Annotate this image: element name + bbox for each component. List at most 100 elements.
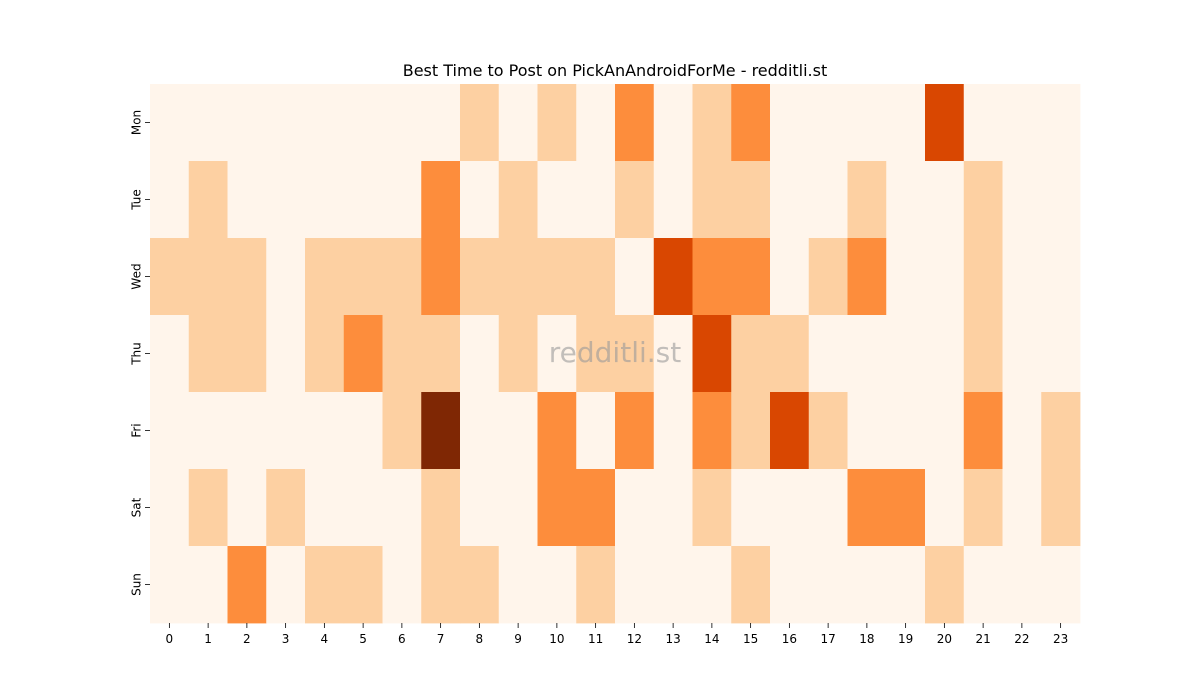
heatmap-cell-sat-4 [305, 469, 345, 547]
heatmap-cell-mon-8 [460, 84, 500, 162]
x-tick-label: 2 [243, 632, 251, 646]
heatmap-cell-fri-16 [770, 392, 810, 470]
heatmap-cell-tue-19 [886, 161, 926, 239]
heatmap-cell-tue-17 [808, 161, 848, 239]
heatmap-cell-sat-23 [1041, 469, 1081, 547]
heatmap-cell-sun-10 [537, 546, 577, 624]
heatmap-cell-wed-4 [305, 238, 345, 316]
heatmap-cell-sun-13 [653, 546, 693, 624]
heatmap-cell-sun-17 [808, 546, 848, 624]
x-tick-label: 4 [321, 632, 329, 646]
heatmap-cell-tue-18 [847, 161, 887, 239]
x-tick-label: 14 [704, 632, 719, 646]
heatmap-cell-mon-22 [1002, 84, 1042, 162]
y-tick-label: Sat [130, 497, 144, 517]
heatmap-cell-sun-3 [266, 546, 306, 624]
heatmap-cell-thu-12 [615, 315, 655, 393]
x-tick-label: 1 [204, 632, 212, 646]
heatmap-cell-tue-0 [150, 161, 190, 239]
heatmap-cell-mon-16 [770, 84, 810, 162]
heatmap-cell-thu-17 [808, 315, 848, 393]
heatmap-cell-wed-21 [963, 238, 1003, 316]
heatmap-cell-thu-10 [537, 315, 577, 393]
heatmap-cell-mon-1 [188, 84, 228, 162]
heatmap-cell-sun-6 [382, 546, 422, 624]
heatmap-cell-sat-1 [188, 469, 228, 547]
heatmap-cell-fri-15 [731, 392, 771, 470]
y-tick-label: Fri [130, 423, 144, 437]
heatmap-cell-mon-15 [731, 84, 771, 162]
heatmap-cell-mon-2 [227, 84, 267, 162]
heatmap-cell-thu-20 [925, 315, 965, 393]
heatmap-cell-mon-5 [343, 84, 383, 162]
heatmap-cell-sun-9 [498, 546, 538, 624]
x-tick-label: 23 [1053, 632, 1068, 646]
heatmap-cell-mon-11 [576, 84, 616, 162]
heatmap-cell-mon-6 [382, 84, 422, 162]
heatmap-cell-sat-9 [498, 469, 538, 547]
heatmap-cell-sat-16 [770, 469, 810, 547]
heatmap-cell-tue-21 [963, 161, 1003, 239]
heatmap-cell-sun-15 [731, 546, 771, 624]
heatmap-cell-thu-7 [421, 315, 461, 393]
heatmap-cell-wed-15 [731, 238, 771, 316]
heatmap-cell-fri-8 [460, 392, 500, 470]
heatmap-cell-fri-6 [382, 392, 422, 470]
heatmap-cell-tue-14 [692, 161, 732, 239]
heatmap-cell-mon-14 [692, 84, 732, 162]
heatmap-cell-mon-9 [498, 84, 538, 162]
heatmap-cell-thu-6 [382, 315, 422, 393]
heatmap-cell-mon-21 [963, 84, 1003, 162]
heatmap-cell-fri-21 [963, 392, 1003, 470]
heatmap-cell-sun-21 [963, 546, 1003, 624]
heatmap-cell-tue-9 [498, 161, 538, 239]
heatmap-cell-wed-17 [808, 238, 848, 316]
heatmap-cell-mon-23 [1041, 84, 1081, 162]
heatmap-cell-thu-0 [150, 315, 190, 393]
x-tick-label: 22 [1014, 632, 1029, 646]
x-tick-label: 15 [743, 632, 758, 646]
heatmap-cell-mon-20 [925, 84, 965, 162]
heatmap-cells [150, 84, 1081, 624]
heatmap-cell-tue-10 [537, 161, 577, 239]
y-tick-label: Thu [130, 342, 144, 366]
heatmap-cell-wed-6 [382, 238, 422, 316]
heatmap-cell-fri-23 [1041, 392, 1081, 470]
x-tick-label: 13 [665, 632, 680, 646]
heatmap-cell-tue-1 [188, 161, 228, 239]
heatmap-cell-wed-12 [615, 238, 655, 316]
x-tick-label: 16 [782, 632, 797, 646]
heatmap-cell-fri-12 [615, 392, 655, 470]
heatmap-cell-fri-9 [498, 392, 538, 470]
heatmap-cell-sat-13 [653, 469, 693, 547]
heatmap-cell-fri-0 [150, 392, 190, 470]
heatmap-cell-tue-2 [227, 161, 267, 239]
heatmap-cell-sun-16 [770, 546, 810, 624]
heatmap-cell-thu-5 [343, 315, 383, 393]
heatmap-cell-mon-7 [421, 84, 461, 162]
heatmap-cell-thu-16 [770, 315, 810, 393]
heatmap-cell-sun-5 [343, 546, 383, 624]
heatmap-cell-sat-14 [692, 469, 732, 547]
heatmap-cell-sat-11 [576, 469, 616, 547]
heatmap-cell-wed-20 [925, 238, 965, 316]
heatmap-cell-fri-20 [925, 392, 965, 470]
heatmap-cell-sun-2 [227, 546, 267, 624]
y-tick-label: Mon [130, 110, 144, 135]
heatmap-cell-thu-1 [188, 315, 228, 393]
heatmap-cell-fri-1 [188, 392, 228, 470]
y-tick-label: Tue [130, 189, 144, 211]
heatmap-cell-fri-14 [692, 392, 732, 470]
heatmap-cell-tue-20 [925, 161, 965, 239]
heatmap-cell-wed-14 [692, 238, 732, 316]
x-tick-label: 3 [282, 632, 290, 646]
heatmap-cell-sun-18 [847, 546, 887, 624]
x-tick-label: 20 [937, 632, 952, 646]
heatmap-cell-tue-8 [460, 161, 500, 239]
heatmap-cell-sat-5 [343, 469, 383, 547]
heatmap-cell-fri-4 [305, 392, 345, 470]
heatmap-cell-sat-12 [615, 469, 655, 547]
heatmap-cell-sun-20 [925, 546, 965, 624]
heatmap-cell-sun-1 [188, 546, 228, 624]
